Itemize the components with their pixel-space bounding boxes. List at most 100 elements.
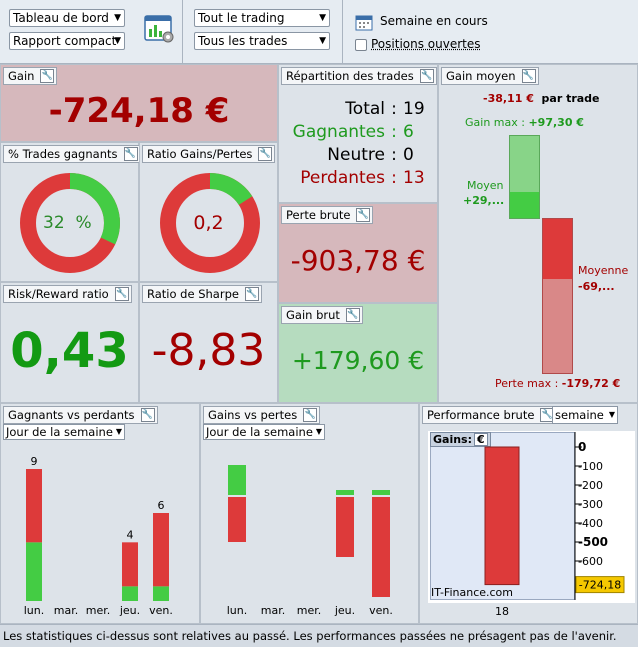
current-value-badge <box>575 576 625 594</box>
trades-select[interactable]: Tous les trades ▼ <box>194 32 330 50</box>
x-tick-label: lun. <box>24 604 45 616</box>
perte-brute-value: -903,78 € <box>290 244 426 277</box>
ratio-gp-title-text: Ratio Gains/Pertes <box>147 147 253 161</box>
dashboard-settings-icon[interactable] <box>143 13 175 45</box>
repartition-sep: : <box>391 145 397 165</box>
perte-max-value: -179,72 € <box>561 377 621 390</box>
open-positions-checkbox[interactable] <box>355 39 367 51</box>
repartition-panel: Répartition des trades 🔧 Total:19 Gagnant… <box>278 64 438 203</box>
currency-button[interactable]: € <box>474 433 488 446</box>
period-label[interactable]: Semaine en cours <box>380 14 488 28</box>
x-tick-label: mer. <box>86 604 111 616</box>
gvp-period-select[interactable]: Jour de la semaine ▼ <box>3 424 125 440</box>
bar-loss <box>122 542 138 587</box>
repartition-sep: : <box>391 122 397 142</box>
chevron-down-icon: ▼ <box>315 427 322 436</box>
pct-trades-unit: % <box>75 213 92 233</box>
gvl-period-select[interactable]: Jour de la semaine ▼ <box>203 424 325 440</box>
repartition-row: Perdantes:13 <box>279 167 434 190</box>
gvl-select-value: Jour de la semaine <box>206 425 313 439</box>
bar-gain <box>372 490 390 495</box>
gain-max-value: +97,30 € <box>528 116 584 129</box>
mode-select[interactable]: Rapport compact ▼ <box>9 32 125 50</box>
perte-max-line: Perte max : -179,72 € <box>495 377 620 390</box>
gain-brut-title-text: Gain brut <box>286 308 340 322</box>
y-tick-label: -400 <box>578 517 603 530</box>
open-positions-label[interactable]: Positions ouvertes <box>371 37 481 51</box>
gain-average-fill <box>510 192 539 218</box>
perf-select-value: semaine <box>555 408 604 422</box>
wrench-icon[interactable]: 🔧 <box>258 147 273 161</box>
wrench-icon[interactable]: 🔧 <box>419 69 434 83</box>
loss-average-fill <box>543 219 572 279</box>
repartition-sep: : <box>391 99 397 119</box>
y-tick-label: 0 <box>578 440 586 454</box>
trading-select[interactable]: Tout le trading ▼ <box>194 9 330 27</box>
gvl-panel: Gains vs pertes 🔧 Jour de la semaine ▼ lun… <box>200 403 419 624</box>
repartition-value: 6 <box>403 122 414 142</box>
y-tick-label: -200 <box>578 479 603 492</box>
x-tick-label: 18 <box>495 605 509 618</box>
perte-max-label: Perte max : <box>495 377 559 390</box>
perf-title-text: Performance brute <box>427 408 535 422</box>
repartition-sep: : <box>391 168 397 188</box>
repartition-row: Total:19 <box>279 98 434 121</box>
gain-title: Gain 🔧 <box>3 67 58 85</box>
current-value-label: -724,18 <box>579 579 621 592</box>
gain-brut-panel: Gain brut 🔧 +179,60 € <box>278 303 438 403</box>
bar-win <box>26 542 42 601</box>
toolbar-separator <box>342 0 343 64</box>
x-tick-label: lun. <box>227 604 248 616</box>
moyen-value: +29,... <box>463 194 505 207</box>
wrench-icon[interactable]: 🔧 <box>140 408 155 422</box>
x-tick-label: ven. <box>149 604 173 616</box>
ratio-gp-title: Ratio Gains/Pertes 🔧 <box>142 145 276 163</box>
per-trade-label: par trade <box>541 92 600 105</box>
bar-total-label: 4 <box>127 528 134 541</box>
chevron-down-icon: ▼ <box>115 427 122 436</box>
repartition-value: 0 <box>403 145 414 165</box>
pct-trades-title-text: % Trades gagnants <box>8 147 118 161</box>
y-tick-label: -300 <box>578 498 603 511</box>
repartition-title-text: Répartition des trades <box>286 69 414 83</box>
wrench-icon[interactable]: 🔧 <box>244 287 259 301</box>
gain-value: -724,18 € <box>48 91 230 131</box>
repartition-label: Neutre <box>327 145 385 165</box>
wrench-icon[interactable]: 🔧 <box>356 208 371 222</box>
perf-title: Performance brute 🔧 <box>422 406 558 424</box>
bar-loss <box>228 497 246 542</box>
wrench-icon[interactable]: 🔧 <box>114 287 129 301</box>
repartition-label: Perdantes <box>300 168 385 188</box>
calendar-icon[interactable] <box>355 13 373 31</box>
gain-max-line: Gain max : +97,30 € <box>465 116 584 129</box>
wrench-icon[interactable]: 🔧 <box>345 308 360 322</box>
ratio-gp-donut <box>160 173 260 273</box>
gvp-chart: 9 lun. mar. mer. 4 jeu. 6 ven. <box>24 455 173 616</box>
wrench-icon[interactable]: 🔧 <box>303 408 318 422</box>
bar-gain <box>336 490 354 495</box>
gains-label: Gains: <box>433 433 472 446</box>
pct-trades-donut <box>20 173 120 273</box>
rr-value: 0,43 <box>10 323 129 379</box>
moyenne-label: Moyenne <box>578 264 629 277</box>
bar-loss <box>372 497 390 597</box>
repartition-label: Gagnantes <box>292 122 385 142</box>
view-select[interactable]: Tableau de bord ▼ <box>9 9 125 27</box>
perte-brute-panel: Perte brute 🔧 -903,78 € <box>278 203 438 303</box>
bar-win <box>153 586 169 601</box>
wrench-icon[interactable]: 🔧 <box>123 147 138 161</box>
gain-moyen-title: Gain moyen 🔧 <box>441 67 539 85</box>
y-tick-label: -500 <box>578 535 608 549</box>
rr-title: Risk/Reward ratio 🔧 <box>3 285 132 303</box>
bar-loss <box>26 469 42 543</box>
chevron-down-icon: ▼ <box>608 410 615 419</box>
gains-currency-selector[interactable]: Gains: € <box>430 432 491 447</box>
toolbar: Tableau de bord ▼ Rapport compact ▼ Tout l… <box>0 0 638 64</box>
perf-period-select[interactable]: semaine ▼ <box>552 406 618 424</box>
gvp-title-text: Gagnants vs perdants <box>8 408 135 422</box>
repartition-list: Total:19 Gagnantes:6 Neutre:0 Perdantes:… <box>279 98 434 190</box>
wrench-icon[interactable]: 🔧 <box>521 69 536 83</box>
bar-gain <box>228 465 246 495</box>
wrench-icon[interactable]: 🔧 <box>40 69 55 83</box>
perte-brute-title-text: Perte brute <box>286 208 351 222</box>
